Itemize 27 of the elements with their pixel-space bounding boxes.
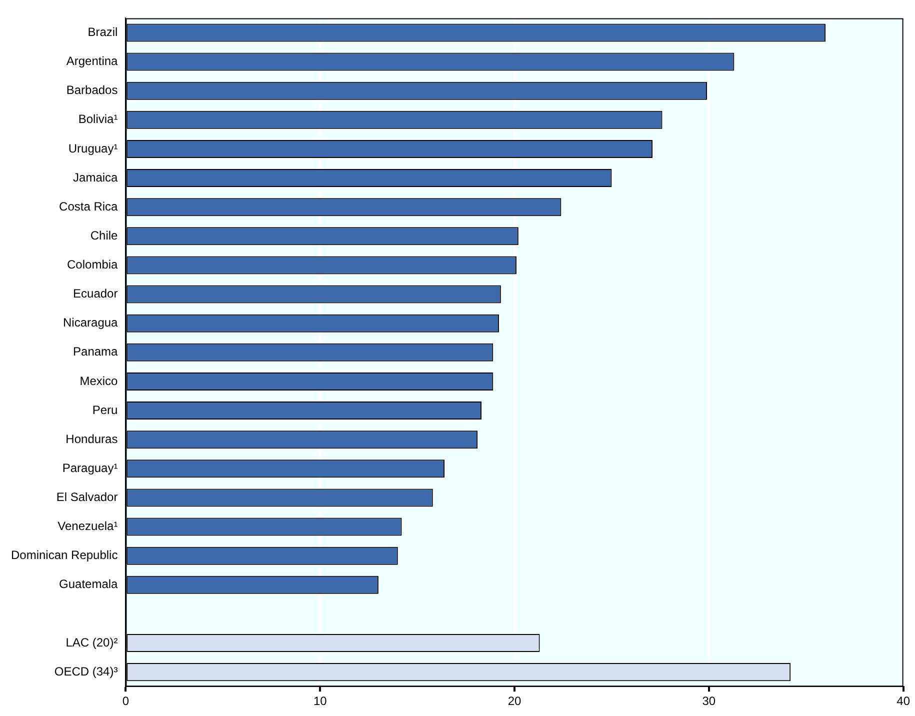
y-tick-label: El Salvador [56, 490, 118, 504]
y-tick-label: Ecuador [73, 286, 118, 301]
x-tick-label: 30 [702, 694, 716, 708]
y-tick-label: Honduras [66, 432, 118, 446]
y-tick-label: Chile [90, 228, 118, 242]
y-tick-label: Mexico [80, 374, 118, 388]
y-tick-label: Nicaragua [63, 316, 118, 330]
y-tick-label: OECD (34)³ [54, 664, 118, 678]
x-tick-label: 10 [313, 694, 328, 708]
y-tick-label: Bolivia¹ [78, 112, 118, 126]
y-tick-label: Paraguay¹ [62, 460, 118, 475]
y-tick-label: Argentina [66, 54, 118, 68]
y-tick-label: Colombia [67, 258, 118, 272]
y-tick-label: Costa Rica [59, 199, 118, 214]
x-tick-label: 40 [896, 694, 910, 708]
y-tick-label: Barbados [66, 83, 118, 98]
y-tick-label: Guatemala [59, 577, 118, 592]
y-tick-label: Dominican Republic [11, 548, 118, 562]
y-tick-label: Peru [92, 402, 118, 417]
y-tick-label: Uruguay¹ [68, 141, 118, 156]
x-tick-label: 0 [122, 694, 130, 708]
y-tick-label: Brazil [88, 25, 118, 40]
y-tick-label: LAC (20)² [66, 635, 118, 650]
x-tick-label: 20 [508, 694, 522, 708]
y-tick-label: Panama [73, 344, 118, 359]
y-tick-label: Venezuela¹ [58, 519, 118, 534]
y-tick-label: Jamaica [73, 170, 118, 184]
